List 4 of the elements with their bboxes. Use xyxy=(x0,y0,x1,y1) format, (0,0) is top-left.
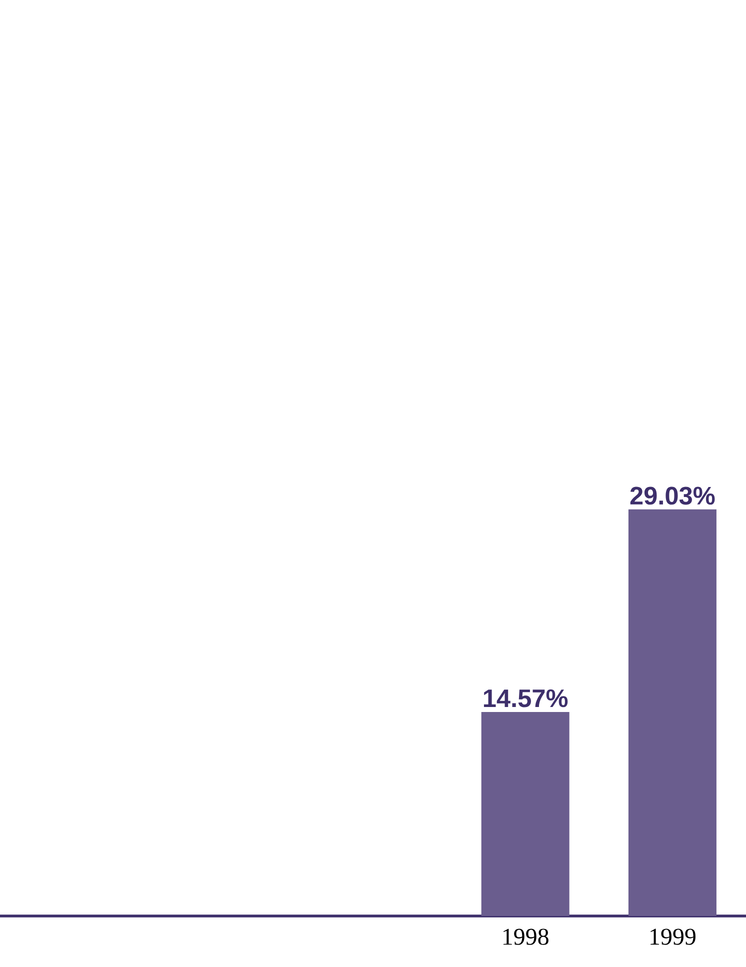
x-tick-label: 1999 xyxy=(650,928,696,945)
data-label: 14.57% xyxy=(484,689,568,708)
data-label: 29.03% xyxy=(630,486,715,505)
x-tick-label: 1998 xyxy=(503,928,548,945)
